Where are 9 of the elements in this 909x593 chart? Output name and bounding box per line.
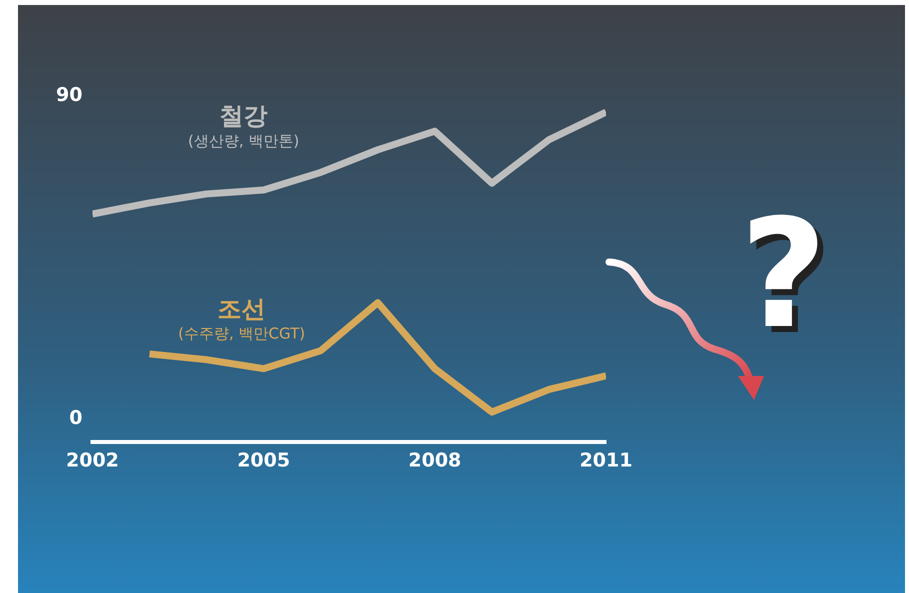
x-tick-label: 2008 — [408, 450, 462, 472]
x-tick-label: 2002 — [66, 450, 119, 472]
y-tick-label: 0 — [69, 406, 82, 429]
series-label: 철강 (생산량, 백만톤) — [188, 102, 300, 150]
y-tick-label: 90 — [56, 84, 82, 106]
text: ? — [740, 188, 828, 362]
series-label: 조선 (수주량, 백만CGT) — [178, 294, 306, 343]
x-tick-label: 2011 — [580, 450, 632, 472]
x-tick-label: 2005 — [237, 450, 290, 472]
